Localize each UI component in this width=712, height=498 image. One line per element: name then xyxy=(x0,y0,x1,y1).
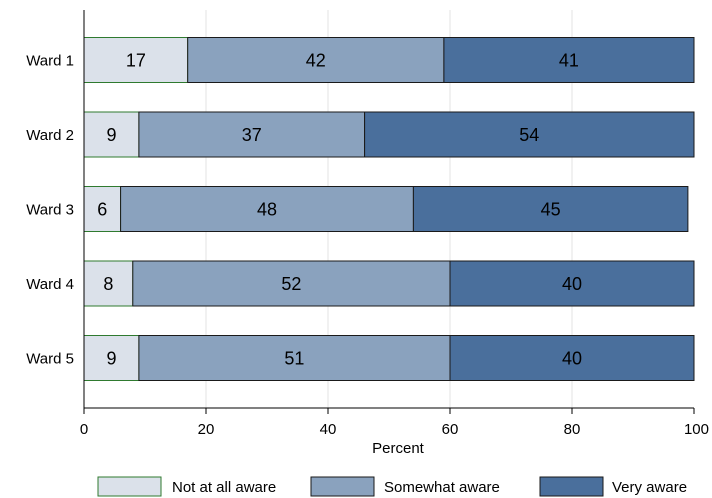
bar-ward-5-somewhat-aware xyxy=(138,335,451,381)
axes: Ward 1 Ward 2 Ward 3 Ward 4 Ward 5 0 20 40 60 80 1… xyxy=(26,10,709,438)
bar-value-label: 37 xyxy=(242,125,262,145)
bar-ward-5-not-at-all-aware xyxy=(83,335,140,381)
bar-ward-1-not-at-all-aware xyxy=(83,37,189,83)
category-label: Ward 4 xyxy=(26,276,74,293)
bar-value-label: 54 xyxy=(519,125,539,145)
bar-value-label: 42 xyxy=(306,51,326,71)
legend-label: Very aware xyxy=(612,479,687,496)
x-axis-title: Percent xyxy=(372,440,425,457)
category-label: Ward 5 xyxy=(26,351,74,368)
bar-value-label: 41 xyxy=(559,51,579,71)
x-tick-label: 40 xyxy=(320,421,337,438)
bar-ward-1-very-aware xyxy=(443,37,695,83)
legend-swatch-not-at-all-aware xyxy=(97,476,162,497)
bar-ward-4-somewhat-aware xyxy=(132,260,451,307)
category-label: Ward 1 xyxy=(26,53,74,70)
x-tick-label: 100 xyxy=(684,421,709,438)
bar-value-label: 9 xyxy=(106,349,116,369)
bar-ward-1-somewhat-aware xyxy=(187,37,445,83)
bars: 17 42 41 9 37 54 6 48 45 8 52 40 9 51 40 xyxy=(83,37,695,381)
x-tick-label: 80 xyxy=(564,421,581,438)
x-tick-label: 60 xyxy=(442,421,459,438)
bar-ward-4-not-at-all-aware xyxy=(83,260,134,307)
legend-swatch-somewhat-aware xyxy=(310,476,375,497)
bar-ward-5-very-aware xyxy=(449,335,695,381)
legend-label: Somewhat aware xyxy=(384,479,500,496)
legend: Not at all aware Somewhat aware Very aware xyxy=(97,476,687,497)
category-label: Ward 2 xyxy=(26,127,74,144)
bar-ward-3-very-aware xyxy=(412,186,689,232)
legend-swatch-very-aware xyxy=(539,476,604,497)
bar-ward-2-somewhat-aware xyxy=(138,111,366,158)
bar-value-label: 40 xyxy=(562,274,582,294)
bar-ward-4-very-aware xyxy=(449,260,695,307)
legend-label: Not at all aware xyxy=(172,479,276,496)
x-tick-label: 20 xyxy=(198,421,215,438)
bar-value-label: 17 xyxy=(126,51,146,71)
category-label: Ward 3 xyxy=(26,202,74,219)
bar-value-label: 40 xyxy=(562,349,582,369)
bar-value-label: 8 xyxy=(103,274,113,294)
x-tick-label: 0 xyxy=(80,421,88,438)
bar-value-label: 9 xyxy=(106,125,116,145)
bar-value-label: 45 xyxy=(541,200,561,220)
bar-value-label: 48 xyxy=(257,200,277,220)
bar-value-label: 51 xyxy=(284,349,304,369)
bar-value-label: 52 xyxy=(281,274,301,294)
bar-ward-2-very-aware xyxy=(364,111,695,158)
bar-value-label: 6 xyxy=(97,200,107,220)
